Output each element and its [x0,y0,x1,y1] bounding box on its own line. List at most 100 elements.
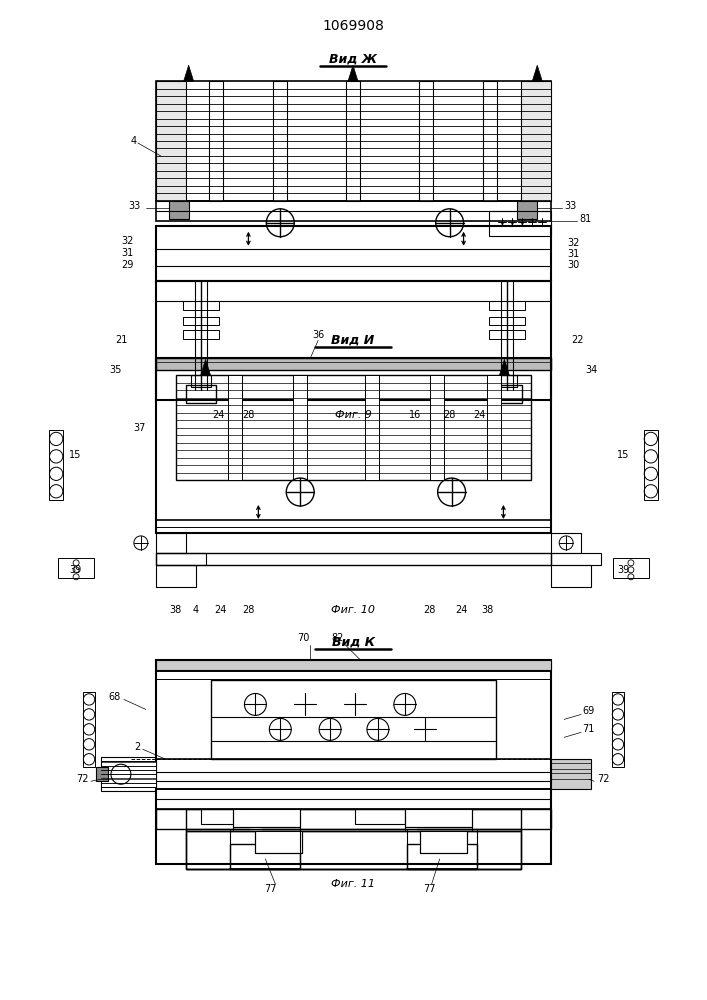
Bar [156,81,186,201]
Bar [228,375,243,480]
Text: 39: 39 [69,565,81,575]
Text: 2: 2 [134,742,141,752]
Bar [156,809,551,829]
Bar [551,759,591,789]
Text: 72: 72 [76,774,89,784]
Text: 4: 4 [192,605,199,615]
Bar [156,533,186,553]
Bar [346,81,360,201]
Bar [551,763,591,769]
Bar [209,81,223,201]
Text: 68: 68 [109,692,121,702]
Text: 4: 4 [131,136,137,146]
Bar [58,558,94,578]
Bar [489,330,525,339]
Text: 38: 38 [481,605,493,615]
Text: 36: 36 [312,330,325,340]
Text: 35: 35 [110,365,122,375]
Bar [156,553,206,565]
Bar [489,317,525,325]
Text: 21: 21 [115,335,128,345]
Bar [191,375,211,387]
Bar [551,773,591,779]
Text: Фиг. 10: Фиг. 10 [331,605,375,615]
Bar [156,553,551,565]
Bar [489,211,551,236]
Bar [233,809,300,827]
Bar [156,81,551,201]
Bar [83,692,95,767]
Bar [551,533,581,553]
Bar [182,301,218,310]
Text: 24: 24 [214,605,227,615]
Bar [186,385,216,403]
Bar [156,789,551,809]
Text: 31: 31 [567,249,580,259]
Text: 1069908: 1069908 [322,19,384,33]
Bar [156,660,551,670]
Bar [156,358,551,370]
Text: 32: 32 [122,236,134,246]
Text: 33: 33 [564,201,576,211]
Text: 16: 16 [409,410,421,420]
Bar [186,829,521,869]
Bar [230,844,300,869]
Bar [49,430,64,500]
Text: 30: 30 [567,260,580,270]
Text: 15: 15 [617,450,629,460]
Text: 38: 38 [170,605,182,615]
Bar [420,831,467,853]
Text: 81: 81 [579,214,591,224]
Text: 28: 28 [423,605,436,615]
Text: Вид К: Вид К [332,635,375,648]
Bar [407,844,477,869]
Text: 77: 77 [423,884,436,894]
Bar [186,831,521,869]
Bar [156,520,551,533]
Bar [101,761,156,787]
Text: 24: 24 [455,605,468,615]
Bar [498,375,518,387]
Bar [211,680,496,759]
Bar [182,317,218,325]
Bar [201,809,250,824]
Bar [156,358,551,533]
Bar [405,809,472,827]
Bar [487,375,501,480]
Bar [96,767,108,781]
Bar [551,553,601,565]
Bar [430,375,444,480]
Bar [156,759,551,789]
Bar [274,81,287,201]
Text: 24: 24 [212,410,225,420]
Text: Фиг. 9: Фиг. 9 [334,410,371,420]
Bar [613,558,649,578]
Bar [182,330,218,339]
Bar [156,565,196,587]
Bar [156,281,551,400]
Bar [101,757,156,791]
Text: 71: 71 [582,724,595,734]
Bar [419,81,433,201]
Bar [551,565,591,587]
Text: 28: 28 [443,410,456,420]
Polygon shape [348,65,358,81]
Bar [643,430,658,500]
Bar [493,385,522,403]
Polygon shape [184,65,194,81]
Bar [156,660,551,864]
Bar [484,81,498,201]
Text: 77: 77 [264,884,276,894]
Text: 69: 69 [582,706,595,716]
Text: 34: 34 [585,365,597,375]
Bar [489,301,525,310]
Text: Вид И: Вид И [332,334,375,347]
Polygon shape [201,359,211,375]
Bar [169,201,189,219]
Bar [255,831,302,853]
Bar [186,809,521,831]
Bar [176,375,531,480]
Bar [156,201,551,221]
Bar [156,671,551,679]
Text: Фиг. 11: Фиг. 11 [331,879,375,889]
